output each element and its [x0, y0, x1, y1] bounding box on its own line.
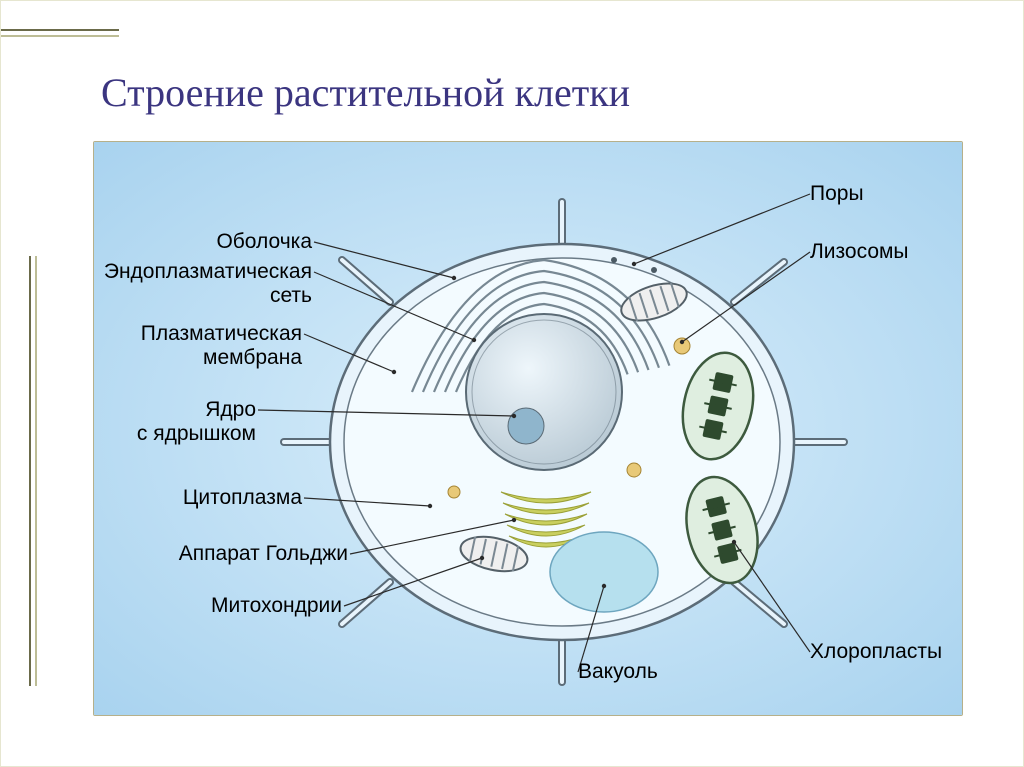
label-membrane: Плазматическая мембрана: [141, 322, 302, 370]
label-pores: Поры: [810, 182, 864, 206]
label-obolochka: Оболочка: [216, 230, 312, 254]
accent-corner-left: [29, 256, 37, 686]
label-chloro: Хлоропласты: [810, 640, 942, 664]
label-nucleus: Ядро с ядрышком: [137, 398, 256, 446]
cell-diagram-figure: Оболочка Эндоплазматическая сеть Плазматич…: [93, 141, 963, 716]
label-golgi: Аппарат Гольджи: [179, 542, 348, 566]
label-lyso: Лизосомы: [810, 240, 909, 264]
label-er: Эндоплазматическая сеть: [104, 260, 312, 308]
slide: Строение растительной клетки Оболочка Энд…: [0, 0, 1024, 767]
slide-title: Строение растительной клетки: [101, 69, 630, 116]
label-vacuole: Вакуоль: [578, 660, 658, 684]
accent-corner-top: [1, 29, 119, 37]
label-mito: Митохондрии: [211, 594, 342, 618]
label-cytoplasm: Цитоплазма: [183, 486, 302, 510]
